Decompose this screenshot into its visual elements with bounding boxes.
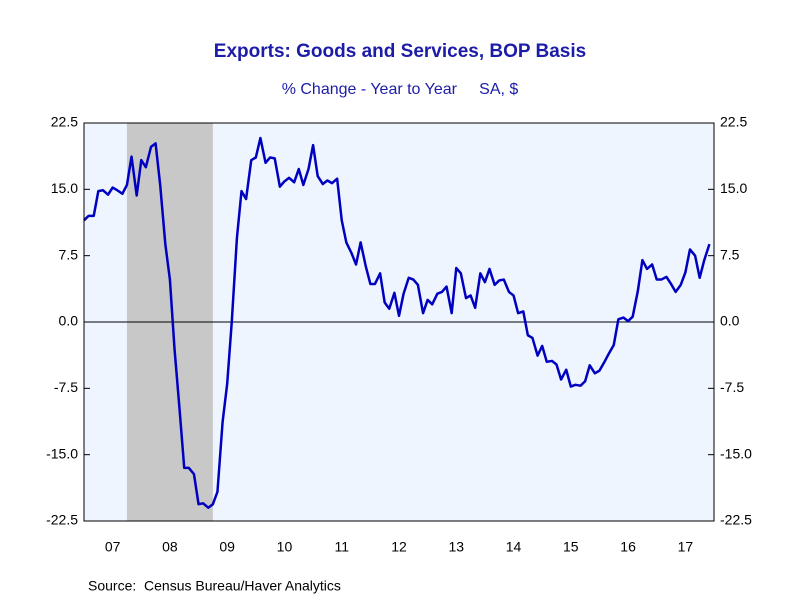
y-tick-label: 15.0 — [51, 180, 78, 196]
y-tick-label: 22.5 — [51, 114, 78, 130]
chart-subtitle: % Change - Year to Year SA, $ — [282, 81, 519, 98]
y2-tick-label: 0.0 — [720, 313, 740, 329]
x-tick-label: 17 — [678, 539, 694, 555]
data-line — [83, 136, 711, 509]
y2-tick-label: 7.5 — [720, 246, 740, 262]
x-tick-label: 13 — [448, 539, 464, 555]
x-tick-label: 14 — [506, 539, 522, 555]
chart-title: Exports: Goods and Services, BOP Basis — [214, 41, 586, 62]
plot-border — [83, 122, 715, 522]
x-tick-label: 07 — [105, 539, 121, 555]
x-tick-label: 09 — [219, 539, 235, 555]
y-tick-label: -22.5 — [46, 512, 78, 528]
y2-tick-label: -7.5 — [720, 379, 744, 395]
y2-tick-label: 22.5 — [720, 114, 747, 130]
y-tick-label: 0.0 — [59, 313, 79, 329]
x-tick-label: 08 — [162, 539, 178, 555]
x-tick-label: 10 — [277, 539, 293, 555]
y2-tick-label: -22.5 — [720, 512, 752, 528]
y-tick-label: -15.0 — [46, 445, 78, 461]
y-tick-label: 7.5 — [59, 246, 79, 262]
x-tick-label: 12 — [391, 539, 407, 555]
y2-tick-label: -15.0 — [720, 445, 752, 461]
y2-tick-label: 15.0 — [720, 180, 747, 196]
x-tick-label: 15 — [563, 539, 579, 555]
y-tick-label: -7.5 — [54, 379, 78, 395]
source-note: Source: Census Bureau/Haver Analytics — [88, 578, 341, 594]
x-tick-label: 16 — [620, 539, 636, 555]
x-tick-label: 11 — [334, 539, 349, 555]
